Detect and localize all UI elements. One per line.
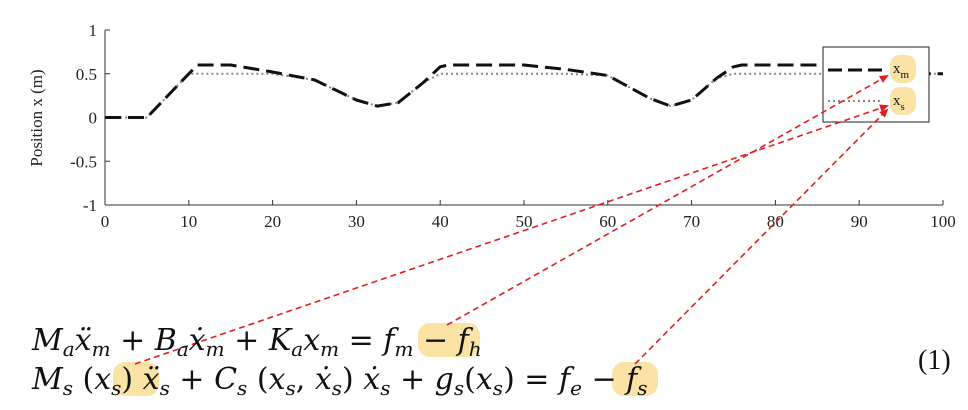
y-tick-label: 1 (89, 21, 98, 40)
x-tick-label: 40 (432, 212, 449, 231)
x-tick-label: 20 (264, 212, 281, 231)
series-line-xm (105, 63, 943, 119)
x-tick-label: 0 (101, 212, 110, 231)
y-tick-label: 0.5 (76, 65, 97, 84)
highlight-xs-eq2-left (113, 362, 159, 396)
equation-number: (1) (918, 345, 951, 376)
x-tick-label: 70 (683, 212, 700, 231)
arrow-xm (446, 75, 889, 326)
x-tick-label: 50 (516, 212, 533, 231)
y-tick-label: -0.5 (70, 152, 97, 171)
y-axis-label: Position x (m) (27, 69, 46, 166)
series-layer (105, 63, 943, 119)
x-tick-label: 30 (348, 212, 365, 231)
highlight-xs-eq2-right (612, 362, 658, 396)
x-tick-label: 10 (180, 212, 197, 231)
highlight-xm-eq1 (418, 323, 480, 357)
equation-2: Ms (xs) ẍs + Cs (xs, ẋs) ẋs + gs(xs) = f… (31, 362, 648, 400)
legend-highlight-xs (890, 87, 916, 115)
plot-area: 0102030405060708090100 -1-0.500.51 (70, 21, 956, 231)
y-tick-label: 0 (89, 109, 98, 128)
y-tick-label: -1 (83, 196, 97, 215)
legend: xm xs (822, 46, 930, 123)
equation-1: Maẍm + Baẋm + Kaxm = fm − fh (31, 323, 482, 361)
series-line-xs (105, 72, 943, 119)
x-tick-label: 100 (930, 212, 956, 231)
x-ticks: 0102030405060708090100 (101, 200, 956, 231)
x-tick-label: 90 (851, 212, 868, 231)
y-ticks: -1 -0.5 0 0.5 1 (70, 21, 110, 215)
x-tick-label: 60 (599, 212, 616, 231)
legend-highlight-xm (890, 55, 916, 83)
legend-label-xs: xs (893, 93, 905, 113)
legend-label-xm: xm (893, 61, 910, 81)
arrow-xs-left (134, 104, 889, 365)
